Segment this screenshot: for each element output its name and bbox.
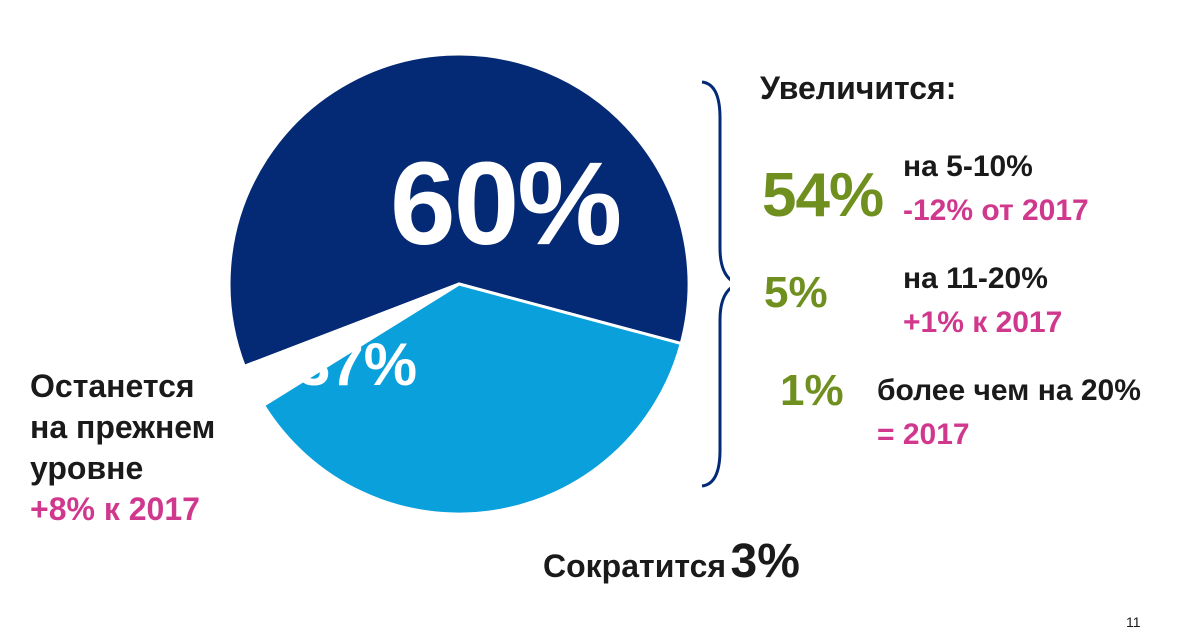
same-level-block: Останется на прежнем уровне +8% к 2017 bbox=[30, 366, 215, 530]
same-level-line2: на прежнем bbox=[30, 409, 216, 445]
increase-54-pct: 54% bbox=[762, 161, 884, 230]
increase-54-change: -12% от 2017 bbox=[903, 194, 1089, 227]
increase-5-change: +1% к 2017 bbox=[903, 306, 1063, 339]
increase-1-text: более чем на 20% bbox=[877, 374, 1141, 407]
increase-1-pct: 1% bbox=[780, 366, 844, 415]
slice-label-same: 37% bbox=[297, 331, 418, 398]
increase-5-text: на 11-20% bbox=[903, 262, 1048, 295]
increase-54-text: на 5-10% bbox=[903, 150, 1033, 183]
same-level-change: +8% к 2017 bbox=[30, 491, 200, 527]
slice-label-increase: 60% bbox=[390, 138, 622, 270]
decrease-value: 3% bbox=[730, 535, 800, 588]
pie-chart bbox=[227, 52, 691, 516]
decrease-block: Сократится 3% bbox=[543, 534, 800, 589]
decrease-label: Сократится bbox=[543, 548, 727, 584]
same-level-line1: Останется bbox=[30, 368, 195, 404]
increase-5-pct: 5% bbox=[764, 268, 828, 317]
increase-1-change: = 2017 bbox=[877, 418, 970, 451]
curly-brace-icon bbox=[701, 80, 730, 488]
pie-slice-increase bbox=[227, 52, 691, 369]
increase-header: Увеличится: bbox=[760, 70, 957, 106]
page-number: 11 bbox=[1126, 614, 1141, 630]
same-level-line3: уровне bbox=[30, 450, 144, 486]
pie-slice-decrease bbox=[242, 282, 460, 408]
